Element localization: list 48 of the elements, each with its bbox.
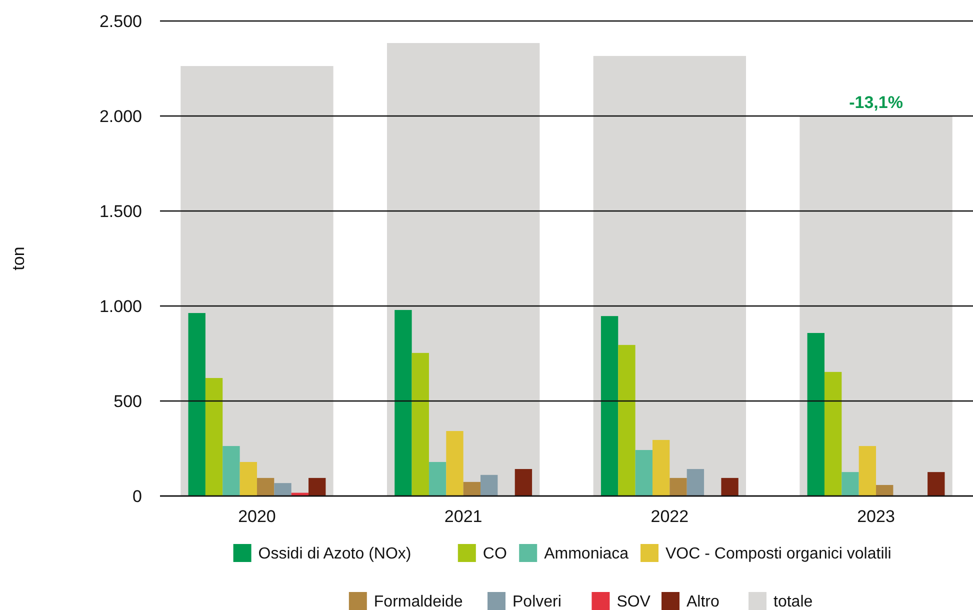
legend-label: Formaldeide xyxy=(374,594,463,610)
y-tick-label: 0 xyxy=(132,486,142,506)
legend-label: Polveri xyxy=(512,594,562,610)
bar xyxy=(222,446,240,496)
bar xyxy=(412,352,429,496)
bar xyxy=(600,316,618,496)
legend-label: Ossidi di Azoto (NOx) xyxy=(258,546,412,563)
bar xyxy=(514,469,532,496)
legend-label: Altro xyxy=(686,594,720,610)
bar xyxy=(686,469,704,496)
bar xyxy=(876,484,894,496)
bar xyxy=(842,472,859,496)
bar xyxy=(635,450,652,496)
x-tick-label: 2022 xyxy=(650,507,689,526)
bar xyxy=(446,431,464,496)
y-axis-title: ton xyxy=(9,246,28,270)
y-tick-label: 1.500 xyxy=(99,202,142,221)
bar xyxy=(274,483,292,496)
bar xyxy=(308,478,326,496)
bar xyxy=(240,462,257,496)
annotation: -13,1% xyxy=(849,93,903,112)
bar xyxy=(858,446,876,496)
bar xyxy=(807,332,824,496)
bar xyxy=(188,313,206,496)
bar xyxy=(618,344,636,496)
legend-label: CO xyxy=(482,546,507,563)
y-tick-label: 1.000 xyxy=(99,296,142,316)
x-tick-label: 2020 xyxy=(238,507,276,526)
bar xyxy=(205,378,223,496)
legend-label: VOC - Composti organici volatili xyxy=(666,546,892,563)
bar xyxy=(463,482,481,496)
x-tick-label: 2023 xyxy=(857,507,895,526)
y-tick-label: 2.500 xyxy=(99,12,142,31)
y-tick-label: 2.000 xyxy=(99,106,142,126)
bar xyxy=(928,472,945,496)
y-tick-label: 500 xyxy=(114,392,142,411)
bar xyxy=(824,372,842,496)
x-tick-label: 2021 xyxy=(444,507,482,526)
legend-label: SOV xyxy=(616,594,651,610)
bar xyxy=(721,478,738,496)
bar xyxy=(670,478,687,496)
bar xyxy=(480,474,498,496)
legend-label: Ammoniaca xyxy=(544,546,629,563)
bar xyxy=(652,440,670,496)
bar xyxy=(394,310,412,496)
legend-label: totale xyxy=(774,594,813,610)
bar xyxy=(256,478,274,496)
bar xyxy=(428,462,446,496)
